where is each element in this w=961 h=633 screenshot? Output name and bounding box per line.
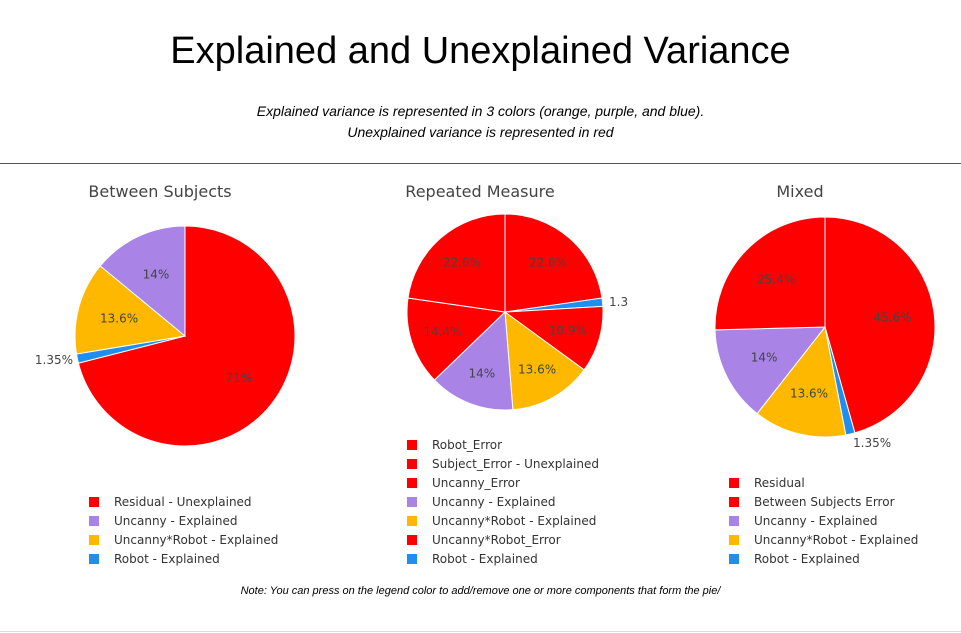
slice-label: 1.35% xyxy=(853,436,891,450)
pie-chart-between-subjects: Between Subjects 71% 1.35% 13.6% 14% Residual… xyxy=(35,182,296,566)
legend-item-residual[interactable]: Residual xyxy=(729,476,805,490)
bottom-divider xyxy=(0,631,961,632)
legend-item-uncanny-explained[interactable]: Uncanny - Explained xyxy=(729,514,878,528)
legend-label: Uncanny_Error xyxy=(432,476,520,490)
chart-title: Repeated Measure xyxy=(405,182,554,201)
page-title: Explained and Unexplained Variance xyxy=(170,30,791,72)
legend-label: Robot - Explained xyxy=(114,552,220,566)
subtitle-line-2: Unexplained variance is represented in r… xyxy=(347,124,614,140)
legend-item-uncanny-error[interactable]: Uncanny_Error xyxy=(407,476,520,490)
chart-title: Mixed xyxy=(776,182,823,201)
pie-slice-residual[interactable] xyxy=(824,216,936,434)
legend-swatch[interactable] xyxy=(407,440,417,450)
legend-label: Uncanny*Robot - Explained xyxy=(754,533,918,547)
pie-slice-uncanny-robot-explained[interactable] xyxy=(74,265,187,355)
chart-title: Between Subjects xyxy=(88,182,231,201)
legend-item-uncanny-robot-error[interactable]: Uncanny*Robot_Error xyxy=(407,533,561,547)
legend-swatch[interactable] xyxy=(407,535,417,545)
legend-item-uncanny-explained[interactable]: Uncanny - Explained xyxy=(89,514,238,528)
legend-swatch[interactable] xyxy=(89,497,99,507)
pie-slice-uncanny-explained[interactable] xyxy=(99,225,186,338)
legend-swatch[interactable] xyxy=(729,516,739,526)
legend-item-residual-unexplained[interactable]: Residual - Unexplained xyxy=(89,495,252,509)
pie-slice-between-subjects-error[interactable] xyxy=(714,216,826,331)
legend-label: Residual - Unexplained xyxy=(114,495,252,509)
slice-label: 14% xyxy=(143,267,170,281)
slice-label: 1.3 xyxy=(609,295,628,309)
slice-label: 14% xyxy=(468,366,495,380)
legend-swatch[interactable] xyxy=(407,459,417,469)
slice-label: 10.9% xyxy=(549,324,587,338)
legend-item-uncanny-robot-explained[interactable]: Uncanny*Robot - Explained xyxy=(729,533,918,547)
legend-swatch[interactable] xyxy=(729,478,739,488)
pie-chart-repeated-measure: Repeated Measure 22.6% 1.3 10.9% 13.6% 14% 14.… xyxy=(405,182,628,566)
legend-label: Uncanny*Robot_Error xyxy=(432,533,561,547)
legend-label: Between Subjects Error xyxy=(754,495,895,509)
legend-label: Robot - Explained xyxy=(432,552,538,566)
legend-swatch[interactable] xyxy=(89,516,99,526)
slice-label: 13.6% xyxy=(100,311,138,325)
pie-slice-uncanny-robot-explained[interactable] xyxy=(756,325,847,438)
legend-swatch[interactable] xyxy=(407,478,417,488)
legend-item-uncanny-explained[interactable]: Uncanny - Explained xyxy=(407,495,556,509)
legend-label: Uncanny - Explained xyxy=(754,514,878,528)
legend-label: Residual xyxy=(754,476,805,490)
legend-item-subject-error-unexplained[interactable]: Subject_Error - Unexplained xyxy=(407,457,599,471)
slice-label: 13.6% xyxy=(790,386,828,400)
legend-label: Uncanny - Explained xyxy=(432,495,556,509)
subtitle-line-1: Explained variance is represented in 3 c… xyxy=(256,103,705,119)
legend-label: Uncanny*Robot - Explained xyxy=(114,533,278,547)
header-divider xyxy=(0,163,961,164)
slice-label: 22.6% xyxy=(443,255,481,269)
legend-item-robot-error[interactable]: Robot_Error xyxy=(407,438,502,452)
slice-label: 14% xyxy=(751,351,778,365)
legend-swatch[interactable] xyxy=(407,516,417,526)
slice-label: 14.4% xyxy=(423,325,461,339)
legend-item-robot-explained[interactable]: Robot - Explained xyxy=(729,552,860,566)
legend-swatch[interactable] xyxy=(89,554,99,564)
legend-item-uncanny-robot-explained[interactable]: Uncanny*Robot - Explained xyxy=(407,514,596,528)
legend-item-between-subjects-error[interactable]: Between Subjects Error xyxy=(729,495,895,509)
pie-slice-residual-unexplained[interactable] xyxy=(77,225,296,447)
slice-label: 13.6% xyxy=(518,362,556,376)
slice-label: 71% xyxy=(225,371,252,385)
legend-item-robot-explained[interactable]: Robot - Explained xyxy=(89,552,220,566)
legend-swatch[interactable] xyxy=(729,497,739,507)
legend-swatch[interactable] xyxy=(407,554,417,564)
slice-label: 25.4% xyxy=(757,272,795,286)
legend-label: Uncanny - Explained xyxy=(114,514,238,528)
pie-slice-uncanny-explained[interactable] xyxy=(433,310,514,411)
legend-swatch[interactable] xyxy=(89,535,99,545)
pie-chart-mixed: Mixed 45.6% 1.35% 13.6% 14% 25.4% Residual Betw… xyxy=(714,182,936,566)
pie-slice-subject-error-unexplained[interactable] xyxy=(504,213,603,313)
pie-slice-uncanny-robot-error[interactable] xyxy=(503,305,604,371)
legend-label: Robot - Explained xyxy=(754,552,860,566)
pie-slice-uncanny-robot-explained[interactable] xyxy=(504,310,585,411)
pie-slice-uncanny-error[interactable] xyxy=(406,297,507,381)
pie-slice-robot-error[interactable] xyxy=(407,213,506,313)
legend-swatch[interactable] xyxy=(407,497,417,507)
slice-label: 22.6% xyxy=(529,255,567,269)
legend-label: Uncanny*Robot - Explained xyxy=(432,514,596,528)
legend-swatch[interactable] xyxy=(729,554,739,564)
legend-swatch[interactable] xyxy=(729,535,739,545)
legend-label: Subject_Error - Unexplained xyxy=(432,457,599,471)
slice-label: 1.35% xyxy=(35,353,73,367)
legend-item-robot-explained[interactable]: Robot - Explained xyxy=(407,552,538,566)
legend-note: Note: You can press on the legend color … xyxy=(240,585,721,597)
pie-slice-uncanny-explained[interactable] xyxy=(714,326,827,415)
legend-label: Robot_Error xyxy=(432,438,502,452)
legend-item-uncanny-robot-explained[interactable]: Uncanny*Robot - Explained xyxy=(89,533,278,547)
slice-label: 45.6% xyxy=(874,311,912,325)
